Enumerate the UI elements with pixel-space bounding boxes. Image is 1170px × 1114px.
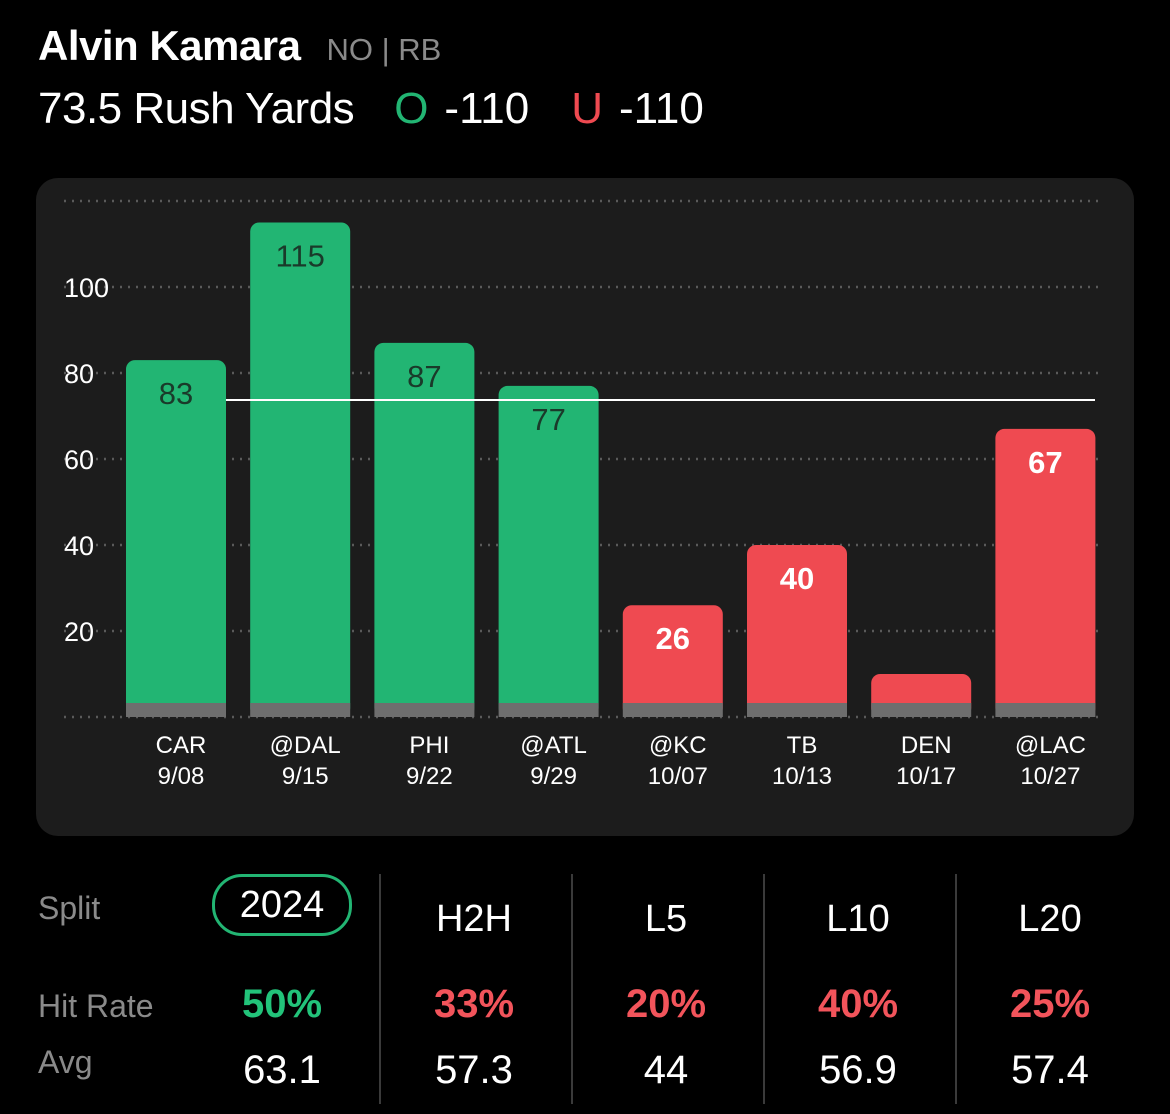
split-tab-l10[interactable]: L10 <box>826 898 890 940</box>
split-tab-2024[interactable]: 2024 <box>212 874 352 936</box>
split-column-l20: L20 25% 57.4 <box>954 874 1146 1104</box>
hit-rate-value: 25% <box>1009 982 1091 1026</box>
split-divider <box>379 874 381 1104</box>
hit-rate-value: 33% <box>433 982 515 1026</box>
bar-value-label: 40 <box>780 561 814 596</box>
under-odds-button[interactable]: U -110 <box>571 84 704 134</box>
y-tick-label: 20 <box>64 617 94 647</box>
bar <box>374 342 475 717</box>
bar-base <box>995 703 1096 717</box>
over-odds: -110 <box>444 84 530 133</box>
over-tag: O <box>394 84 429 133</box>
bar-value-label: 87 <box>407 359 441 394</box>
split-column-l10: L10 40% 56.9 <box>762 874 954 1104</box>
bar-value-label: 67 <box>1028 445 1062 480</box>
x-tick-label: @LAC <box>1015 732 1086 759</box>
y-tick-label: 80 <box>64 359 94 389</box>
split-column-h2h: H2H 33% 57.3 <box>378 874 570 1104</box>
split-divider <box>763 874 765 1104</box>
bar-value-label: 83 <box>159 376 193 411</box>
x-date-label: 10/17 <box>896 763 956 790</box>
x-tick-label: @ATL <box>520 732 587 759</box>
avg-value: 57.3 <box>435 1048 513 1092</box>
bar-value-label: 77 <box>531 402 565 437</box>
y-tick-label: 60 <box>64 445 94 475</box>
y-tick-label: 40 <box>64 531 94 561</box>
split-tab-l20[interactable]: L20 <box>1018 898 1082 940</box>
player-name: Alvin Kamara <box>38 22 301 69</box>
hit-rate-value: 20% <box>625 982 707 1026</box>
bar-base <box>498 703 599 717</box>
bar <box>747 545 847 717</box>
bar-value-label: 26 <box>656 621 690 656</box>
x-tick-label: PHI <box>409 732 449 759</box>
bar-base <box>374 703 475 717</box>
avg-row-label: Avg <box>38 1044 93 1080</box>
hit-rate-value: 50% <box>241 982 323 1026</box>
bar-base <box>622 703 723 717</box>
prop-label: 73.5 Rush Yards <box>38 84 355 133</box>
avg-value: 44 <box>643 1048 689 1092</box>
player-row: Alvin Kamara NO | RB <box>38 22 1138 78</box>
game-log-chart: 20 40 60 80 100 83 115 87 77 26 40 67 CAR 9/08 @DAL 9/1… <box>64 199 1098 790</box>
avg-value: 63.1 <box>243 1048 321 1092</box>
x-date-label: 10/13 <box>772 763 832 790</box>
splits-table: Split Hit Rate Avg 2024 50% 63.1 H2H 33% 57.3… <box>0 860 1170 1114</box>
split-tab-l5[interactable]: L5 <box>644 898 688 940</box>
bar-value-label: 115 <box>275 239 324 274</box>
over-odds-button[interactable]: O -110 <box>394 84 529 134</box>
bar <box>995 428 1096 717</box>
x-tick-label: @DAL <box>270 732 341 759</box>
hit-rate-row-label: Hit Rate <box>38 988 154 1024</box>
x-tick-label: DEN <box>901 732 952 759</box>
hit-rate-value: 40% <box>817 982 899 1026</box>
bar <box>498 385 599 717</box>
under-tag: U <box>571 84 604 133</box>
bar <box>126 360 226 717</box>
prop-row: 73.5 Rush Yards O -110 U -110 <box>38 84 1138 144</box>
split-divider <box>571 874 573 1104</box>
x-tick-label: CAR <box>156 732 207 759</box>
bar <box>250 222 351 717</box>
x-date-label: 10/27 <box>1020 763 1080 790</box>
split-column-l5: L5 20% 44 <box>570 874 762 1104</box>
x-tick-label: TB <box>787 732 818 759</box>
x-date-label: 9/08 <box>158 763 205 790</box>
x-date-label: 9/15 <box>282 763 329 790</box>
bar-base <box>747 703 847 717</box>
chart-card: 20 40 60 80 100 83 115 87 77 26 40 67 CAR 9/08 @DAL 9/1… <box>36 178 1134 836</box>
split-column-2024: 2024 50% 63.1 <box>186 874 378 1104</box>
x-date-label: 9/22 <box>406 763 453 790</box>
split-tab-h2h[interactable]: H2H <box>435 898 513 940</box>
bar-base <box>250 703 351 717</box>
split-row-label: Split <box>38 890 101 926</box>
team-position: NO | RB <box>326 32 442 67</box>
avg-value: 56.9 <box>819 1048 897 1092</box>
bar-base <box>871 703 972 717</box>
header: Alvin Kamara NO | RB 73.5 Rush Yards O -… <box>38 22 1138 144</box>
bar-base <box>126 703 226 717</box>
split-divider <box>955 874 957 1104</box>
y-tick-label: 100 <box>64 273 109 303</box>
x-date-label: 10/07 <box>648 763 708 790</box>
bar <box>622 605 723 717</box>
x-date-label: 9/29 <box>530 763 577 790</box>
x-tick-label: @KC <box>649 732 707 759</box>
avg-value: 57.4 <box>1011 1048 1089 1092</box>
under-odds: -110 <box>619 84 704 133</box>
